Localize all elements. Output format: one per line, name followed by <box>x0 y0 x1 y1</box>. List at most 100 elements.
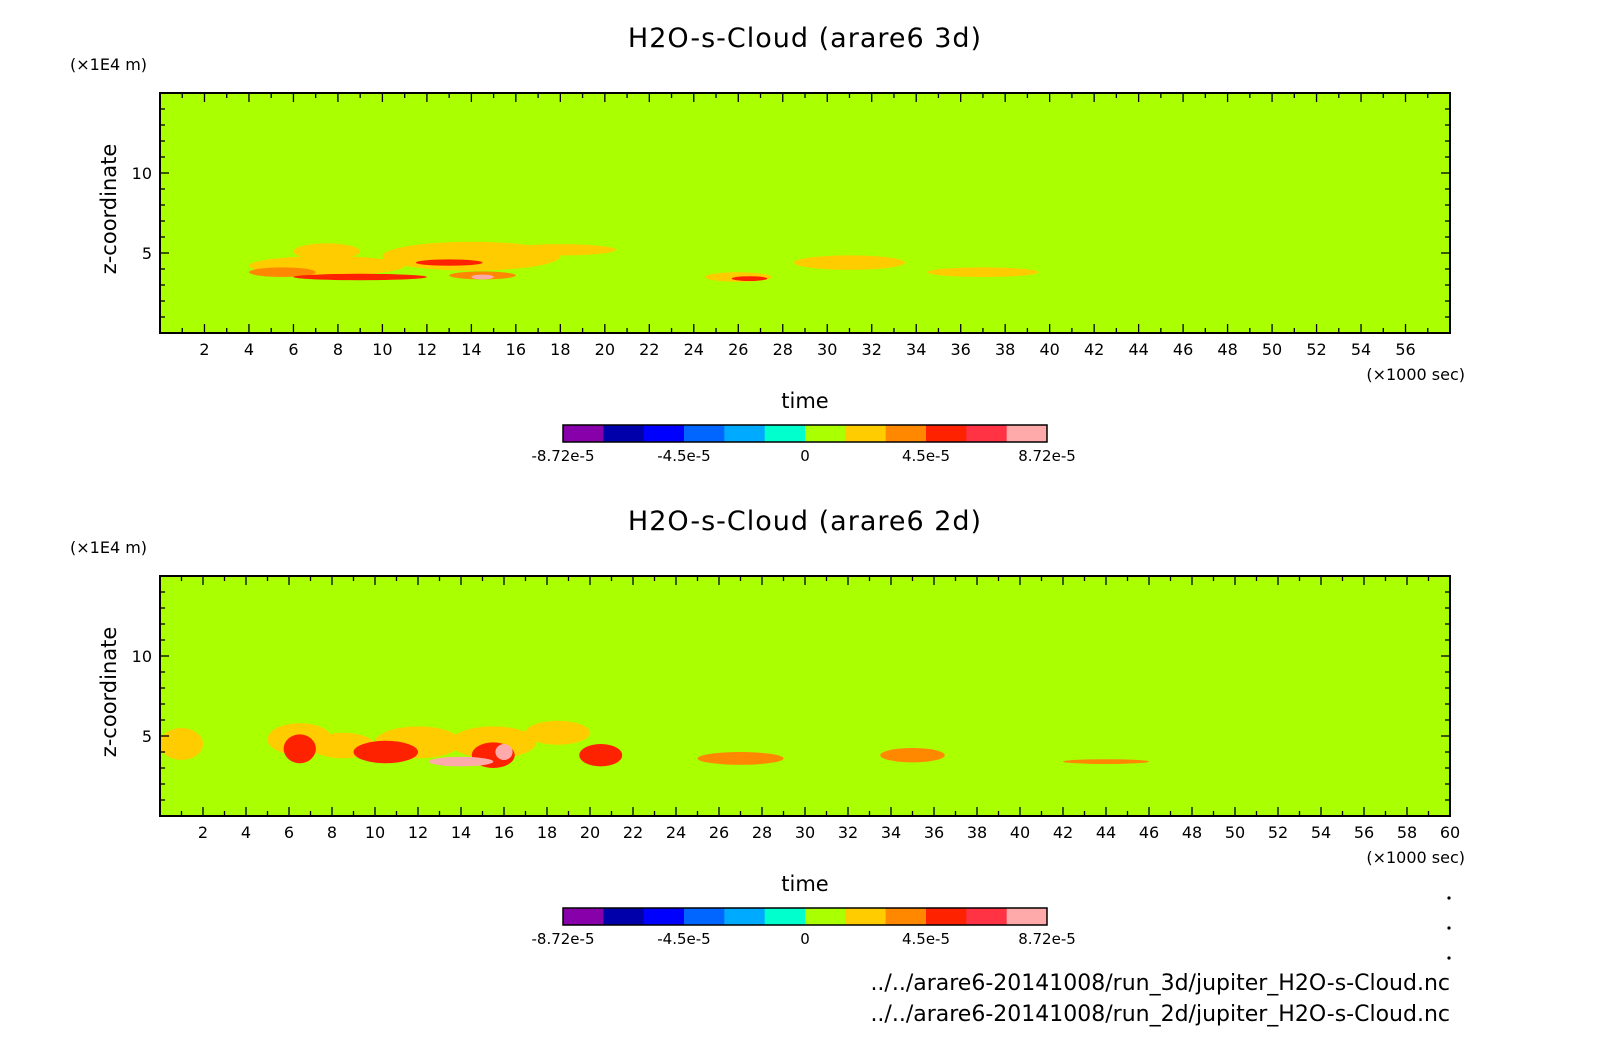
x-tick-label: 56 <box>1395 340 1415 359</box>
colorbar-swatch <box>603 425 645 442</box>
panel-2d-y-unit: (×1E4 m) <box>70 538 147 557</box>
panel-2d-colorbar: -8.72e-5 -4.5e-5 0 4.5e-5 8.72e-5 <box>532 907 1076 948</box>
colorbar-swatch <box>563 908 604 925</box>
marker-dot <box>1447 896 1451 900</box>
x-tick-label: 40 <box>1039 340 1059 359</box>
panel-2d: H2O-s-Cloud (arare6 2d) (×1E4 m) 2 4 6 8 10 1… <box>70 506 1465 948</box>
colorbar-swatch <box>966 908 1008 925</box>
colorbar-label: -8.72e-5 <box>532 930 595 948</box>
colorbar-swatch <box>684 425 725 442</box>
x-tick-label: 4 <box>241 823 251 842</box>
panel-2d-x-label: time <box>781 872 828 896</box>
marker-dot <box>1447 956 1451 960</box>
x-tick-label: 18 <box>537 823 557 842</box>
x-tick-label: 34 <box>906 340 926 359</box>
footer-file-3d: ../../arare6-20141008/run_3d/jupiter_H2O… <box>870 971 1450 996</box>
cloud-contour-patch <box>1063 759 1149 764</box>
x-tick-label: 22 <box>639 340 659 359</box>
panel-3d-plot: 2 4 6 8 10 12 14 16 18 20 22 24 26 28 30 32 34 36 38 40 42 44… <box>132 92 1451 359</box>
colorbar-label: -4.5e-5 <box>657 930 710 948</box>
cloud-contour-patch <box>428 756 494 767</box>
colorbar-swatch <box>764 425 806 442</box>
colorbar-swatch <box>603 908 645 925</box>
x-tick-label: 16 <box>506 340 526 359</box>
cloud-contours <box>248 241 1039 282</box>
x-tick-label: 28 <box>773 340 793 359</box>
panel-3d-y-label: z-coordinate <box>97 144 121 275</box>
panel-2d-y-label: z-coordinate <box>97 627 121 758</box>
plot-area <box>160 576 1450 816</box>
marker-dot <box>1447 926 1451 930</box>
cloud-contour-patch <box>415 259 483 266</box>
y-tick-label: 10 <box>132 164 152 183</box>
cloud-contour-patch <box>504 244 616 256</box>
cloud-contour-patch <box>793 255 906 270</box>
x-tick-label: 2 <box>198 823 208 842</box>
x-tick-label: 38 <box>995 340 1015 359</box>
x-tick-label: 20 <box>580 823 600 842</box>
cloud-contour-patch <box>927 267 1039 278</box>
colorbar-label: 4.5e-5 <box>902 930 950 948</box>
x-tick-label: 34 <box>881 823 901 842</box>
colorbar-swatch <box>926 425 967 442</box>
cloud-contour-patch <box>160 728 203 760</box>
panel-3d-x-unit: (×1000 sec) <box>1366 365 1465 384</box>
colorbar-swatch <box>845 425 887 442</box>
colorbar-swatch <box>885 908 927 925</box>
x-tick-label: 28 <box>752 823 772 842</box>
y-tick-label: 5 <box>142 727 152 746</box>
colorbar-label: 4.5e-5 <box>902 447 950 465</box>
x-tick-label: 58 <box>1397 823 1417 842</box>
x-tick-label: 18 <box>550 340 570 359</box>
x-tick-label: 30 <box>817 340 837 359</box>
x-tick-label: 36 <box>924 823 944 842</box>
x-tick-label: 60 <box>1440 823 1460 842</box>
colorbar-label: 0 <box>800 930 810 948</box>
colorbar-frame <box>562 424 1048 443</box>
x-tick-label: 12 <box>408 823 428 842</box>
colorbar-swatch <box>805 908 846 925</box>
colorbar-frame <box>562 907 1048 926</box>
colorbar-label: 8.72e-5 <box>1018 930 1076 948</box>
x-tick-label: 46 <box>1139 823 1159 842</box>
x-tick-label: 14 <box>461 340 481 359</box>
cloud-contours <box>160 720 1149 768</box>
cloud-contour-patch <box>579 744 623 767</box>
colorbar-swatch <box>724 908 766 925</box>
colorbar-swatch <box>764 908 806 925</box>
x-tick-label: 14 <box>451 823 471 842</box>
cloud-contour-patch <box>293 243 361 260</box>
x-tick-label: 44 <box>1128 340 1148 359</box>
panel-2d-plot: 2 4 6 8 10 12 14 16 18 20 22 24 26 28 30 32 34 36 38 40 42 44… <box>132 575 1460 842</box>
colorbar-swatch <box>926 908 967 925</box>
x-tick-label: 32 <box>862 340 882 359</box>
panel-3d-title: H2O-s-Cloud (arare6 3d) <box>628 23 982 54</box>
x-tick-label: 48 <box>1182 823 1202 842</box>
colorbar-swatch <box>724 425 766 442</box>
x-tick-label: 48 <box>1217 340 1237 359</box>
cloud-contour-patch <box>283 734 316 764</box>
colorbar-swatch <box>805 425 846 442</box>
cloud-contour-patch <box>495 744 513 760</box>
x-tick-label: 24 <box>684 340 704 359</box>
x-tick-label: 10 <box>372 340 392 359</box>
colorbar-swatch <box>845 908 887 925</box>
cloud-contour-patch <box>525 720 590 745</box>
cloud-contour-patch <box>731 276 768 281</box>
cloud-contour-patch <box>697 752 784 765</box>
panel-2d-x-unit: (×1000 sec) <box>1366 848 1465 867</box>
plot-area <box>160 93 1450 333</box>
x-tick-label: 56 <box>1354 823 1374 842</box>
x-tick-label: 26 <box>709 823 729 842</box>
x-tick-label: 52 <box>1268 823 1288 842</box>
cloud-contour-patch <box>353 740 418 764</box>
x-tick-label: 32 <box>838 823 858 842</box>
x-tick-label: 38 <box>967 823 987 842</box>
colorbar-swatch <box>1006 908 1048 925</box>
panel-3d-y-unit: (×1E4 m) <box>70 55 147 74</box>
x-tick-label: 54 <box>1351 340 1371 359</box>
x-tick-label: 6 <box>288 340 298 359</box>
x-tick-label: 50 <box>1262 340 1282 359</box>
colorbar-swatch <box>966 425 1008 442</box>
